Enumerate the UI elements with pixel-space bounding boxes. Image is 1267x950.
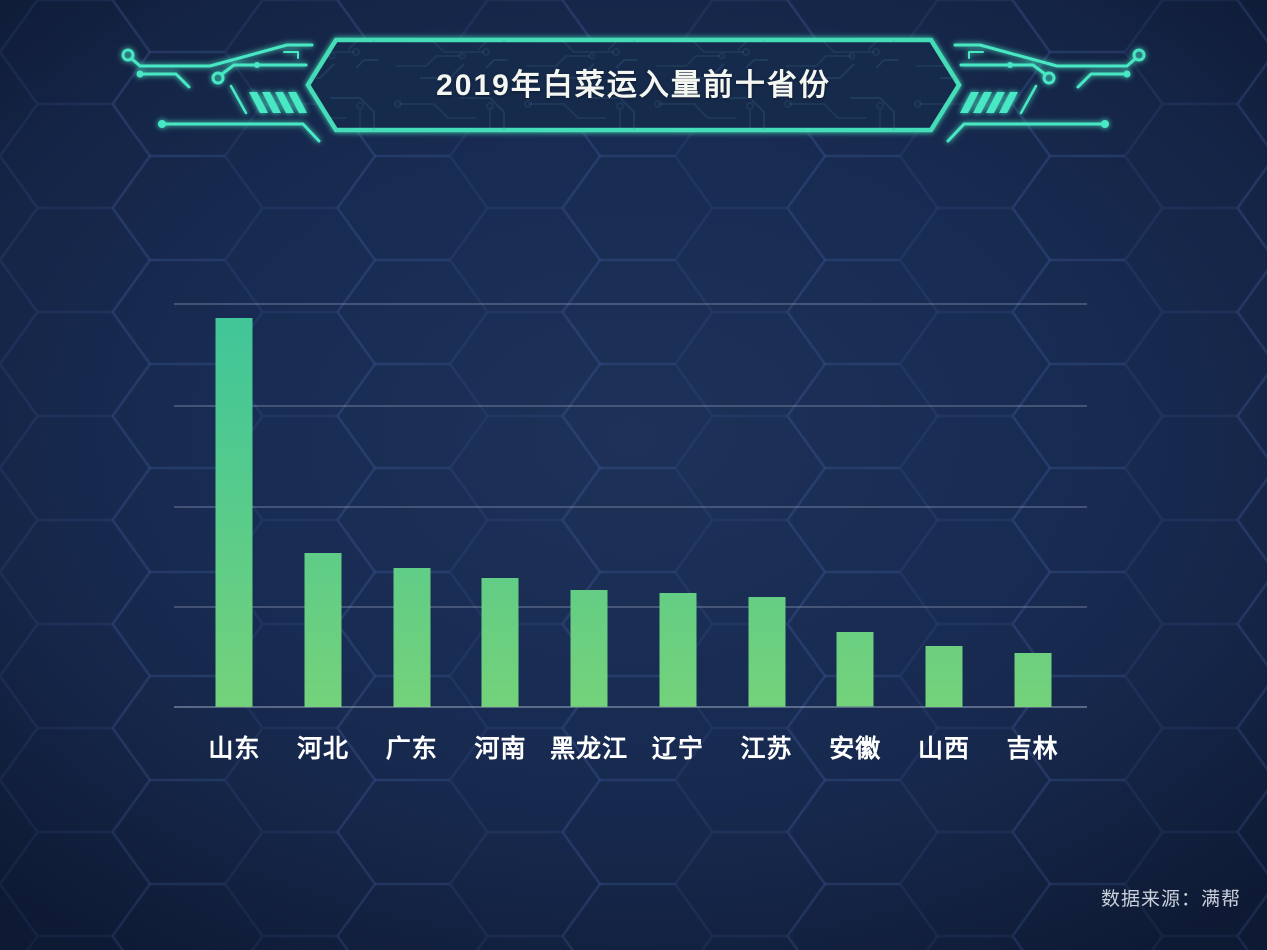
bar-广东 (393, 567, 431, 707)
x-axis-line (174, 706, 1087, 708)
bar-cell: 安徽 (811, 304, 900, 763)
bar-黑龙江 (570, 590, 608, 707)
bar-辽宁 (659, 593, 697, 707)
x-axis-label: 山西 (917, 735, 970, 763)
bar-山西 (925, 645, 963, 707)
gridline (174, 303, 1087, 305)
gridline (174, 404, 1087, 407)
bar-安徽 (836, 632, 874, 707)
bar-cell: 黑龙江 (545, 304, 634, 763)
bar-cell: 广东 (367, 304, 456, 763)
page-title: 2019年白菜运入量前十省份 (436, 69, 831, 102)
bar-河南 (481, 578, 519, 707)
bar-cell: 吉林 (988, 304, 1077, 763)
bar-cell: 河北 (279, 304, 368, 763)
bar-cell: 河南 (456, 304, 545, 763)
bar-河北 (304, 552, 342, 707)
x-axis-label: 辽宁 (651, 735, 704, 763)
x-axis-label: 江苏 (740, 735, 793, 763)
x-axis-label: 广东 (385, 735, 438, 763)
x-axis-label: 吉林 (1006, 735, 1059, 763)
bar-chart: 山东 河北 广东 河南 黑龙江 辽宁 江苏 安徽 山西 吉林 (174, 303, 1087, 763)
header-banner (121, 37, 1146, 143)
gridline (174, 606, 1087, 609)
banner-circuit-texture (308, 40, 959, 130)
data-source-label: 数据来源：满帮 (1100, 889, 1241, 910)
x-axis-label: 河南 (474, 735, 527, 763)
bars-row: 山东 河北 广东 河南 黑龙江 辽宁 江苏 安徽 山西 吉林 (190, 304, 1077, 763)
x-axis-label: 山东 (208, 735, 261, 763)
bar-cell: 山西 (900, 304, 989, 763)
x-axis-label: 安徽 (829, 735, 882, 763)
bar-cell: 山东 (190, 304, 279, 763)
bar-cell: 辽宁 (634, 304, 723, 763)
gridline (174, 505, 1087, 508)
bar-江苏 (748, 597, 786, 707)
bar-吉林 (1014, 652, 1052, 707)
x-axis-label: 黑龙江 (550, 735, 629, 763)
x-axis-label: 河北 (297, 735, 350, 763)
bar-山东 (215, 318, 253, 707)
bar-cell: 江苏 (722, 304, 811, 763)
